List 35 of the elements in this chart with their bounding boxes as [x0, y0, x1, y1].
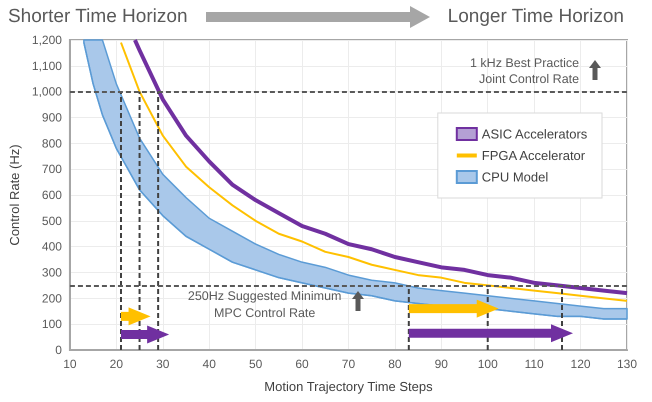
x-tick-label: 100	[478, 357, 498, 371]
y-tick-label: 300	[42, 266, 62, 280]
x-tick-label: 130	[616, 357, 638, 371]
x-tick-label: 120	[570, 357, 591, 371]
x-tick-label: 40	[202, 357, 216, 371]
legend-label: CPU Model	[482, 170, 548, 184]
ref-line-label: 250Hz Suggested Minimum MPC Control Rate	[188, 288, 342, 321]
y-tick-label: 400	[42, 240, 62, 254]
x-tick-label: 50	[248, 357, 263, 371]
x-tick-label: 70	[342, 357, 356, 371]
y-axis-title: Control Rate (Hz)	[7, 144, 22, 246]
y-tick-label: 500	[42, 214, 62, 228]
x-tick-label: 60	[295, 357, 310, 371]
x-tick-label: 110	[524, 357, 544, 371]
y-tick-label: 800	[42, 136, 62, 150]
text: Longer Time Horizon	[448, 5, 624, 29]
x-axis-title: Motion Trajectory Time Steps	[264, 379, 434, 394]
x-tick-label: 80	[388, 357, 402, 371]
x-tick-label: 20	[110, 357, 124, 371]
y-tick-label: 0	[55, 343, 62, 357]
y-tick-label: 1,100	[32, 58, 62, 73]
y-tick-label: 900	[42, 110, 62, 124]
x-tick-label: 90	[434, 357, 448, 371]
x-tick-label: 10	[63, 357, 77, 371]
ref-line-label: 1 kHz Best Practice Joint Control Rate	[470, 54, 580, 88]
y-tick-label: 700	[42, 162, 62, 176]
legend-label: FPGA Accelerator	[482, 148, 586, 163]
legend-label: ASIC Accelerators	[482, 126, 588, 142]
y-tick-label: 100	[42, 317, 62, 332]
y-tick-label: 1,000	[32, 84, 62, 99]
y-tick-label: 600	[42, 188, 62, 202]
x-tick-label: 30	[156, 357, 170, 371]
y-tick-label: 1,200	[32, 33, 62, 47]
y-tick-label: 200	[42, 291, 62, 306]
text: Shorter Time Horizon	[8, 5, 188, 29]
